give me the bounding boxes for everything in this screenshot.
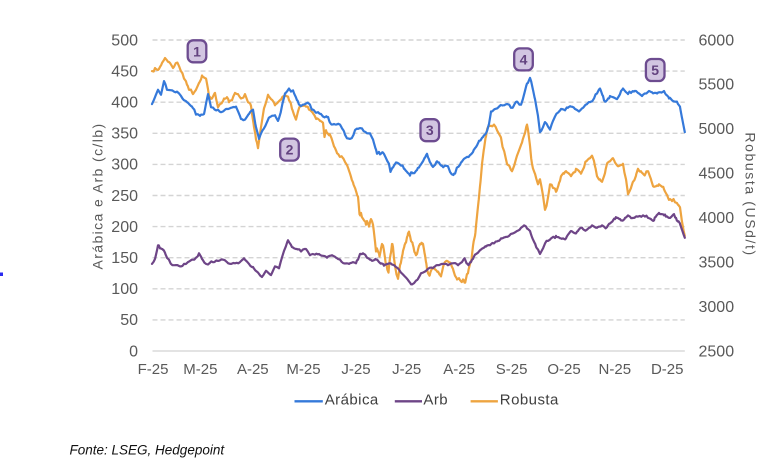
svg-text:D-25: D-25 bbox=[651, 361, 684, 378]
svg-text:2500: 2500 bbox=[699, 343, 735, 360]
svg-text:Robusta (USd/t): Robusta (USd/t) bbox=[743, 132, 759, 256]
svg-text:5: 5 bbox=[651, 62, 659, 78]
svg-text:A-25: A-25 bbox=[443, 361, 475, 378]
svg-text:3500: 3500 bbox=[699, 254, 735, 271]
svg-text:200: 200 bbox=[111, 219, 138, 236]
svg-text:A-25: A-25 bbox=[237, 361, 269, 378]
svg-text:450: 450 bbox=[111, 63, 138, 80]
svg-text:Arábica e Arb (c/lb): Arábica e Arb (c/lb) bbox=[90, 122, 106, 269]
svg-text:6000: 6000 bbox=[699, 32, 735, 49]
svg-text:350: 350 bbox=[111, 126, 138, 143]
svg-text:100: 100 bbox=[111, 281, 138, 298]
svg-text:50: 50 bbox=[120, 312, 138, 329]
svg-text:5500: 5500 bbox=[699, 77, 735, 94]
svg-text:3000: 3000 bbox=[699, 299, 735, 316]
svg-text:2: 2 bbox=[286, 142, 294, 158]
svg-text:J-25: J-25 bbox=[392, 361, 421, 378]
svg-text:3: 3 bbox=[426, 122, 434, 138]
svg-text:J-25: J-25 bbox=[341, 361, 370, 378]
svg-text:500: 500 bbox=[111, 32, 138, 49]
svg-text:F-25: F-25 bbox=[138, 361, 169, 378]
svg-text:S-25: S-25 bbox=[496, 361, 528, 378]
svg-text:Fonte: LSEG, Hedgepoint: Fonte: LSEG, Hedgepoint bbox=[70, 443, 226, 458]
svg-text:150: 150 bbox=[111, 250, 138, 267]
svg-text:4500: 4500 bbox=[699, 166, 735, 183]
svg-text:Robusta: Robusta bbox=[500, 391, 559, 408]
svg-text:4: 4 bbox=[520, 51, 528, 67]
svg-text:5000: 5000 bbox=[699, 121, 735, 138]
svg-text:250: 250 bbox=[111, 188, 138, 205]
svg-text:N-25: N-25 bbox=[599, 361, 632, 378]
svg-text:400: 400 bbox=[111, 95, 138, 112]
svg-text:Arábica: Arábica bbox=[325, 391, 379, 408]
svg-text:0: 0 bbox=[129, 343, 138, 360]
svg-text:4000: 4000 bbox=[699, 210, 735, 227]
svg-text:M-25: M-25 bbox=[286, 361, 320, 378]
svg-text:O-25: O-25 bbox=[547, 361, 580, 378]
svg-text:M-25: M-25 bbox=[183, 361, 217, 378]
svg-text:1: 1 bbox=[193, 43, 201, 59]
svg-text:300: 300 bbox=[111, 157, 138, 174]
svg-text:Arb: Arb bbox=[423, 391, 448, 408]
